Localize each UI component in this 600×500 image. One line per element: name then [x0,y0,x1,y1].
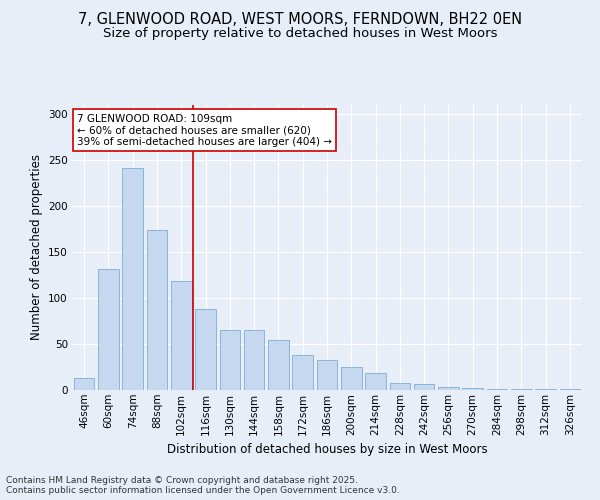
Bar [414,384,434,390]
Bar [195,309,216,390]
X-axis label: Distribution of detached houses by size in West Moors: Distribution of detached houses by size … [167,443,487,456]
Bar [74,378,94,390]
Text: Contains HM Land Registry data © Crown copyright and database right 2025.
Contai: Contains HM Land Registry data © Crown c… [6,476,400,495]
Bar [389,382,410,390]
Bar [146,230,167,390]
Bar [341,367,362,390]
Bar [171,280,191,390]
Bar [244,330,265,390]
Bar [292,355,313,390]
Bar [268,340,289,390]
Text: Size of property relative to detached houses in West Moors: Size of property relative to detached ho… [103,28,497,40]
Bar [220,330,240,390]
Bar [511,389,532,390]
Y-axis label: Number of detached properties: Number of detached properties [29,154,43,340]
Bar [317,360,337,390]
Bar [560,389,580,390]
Bar [365,374,386,390]
Bar [438,387,459,390]
Bar [487,389,508,390]
Bar [463,388,483,390]
Text: 7 GLENWOOD ROAD: 109sqm
← 60% of detached houses are smaller (620)
39% of semi-d: 7 GLENWOOD ROAD: 109sqm ← 60% of detache… [77,114,332,147]
Bar [98,268,119,390]
Text: 7, GLENWOOD ROAD, WEST MOORS, FERNDOWN, BH22 0EN: 7, GLENWOOD ROAD, WEST MOORS, FERNDOWN, … [78,12,522,28]
Bar [122,168,143,390]
Bar [535,389,556,390]
